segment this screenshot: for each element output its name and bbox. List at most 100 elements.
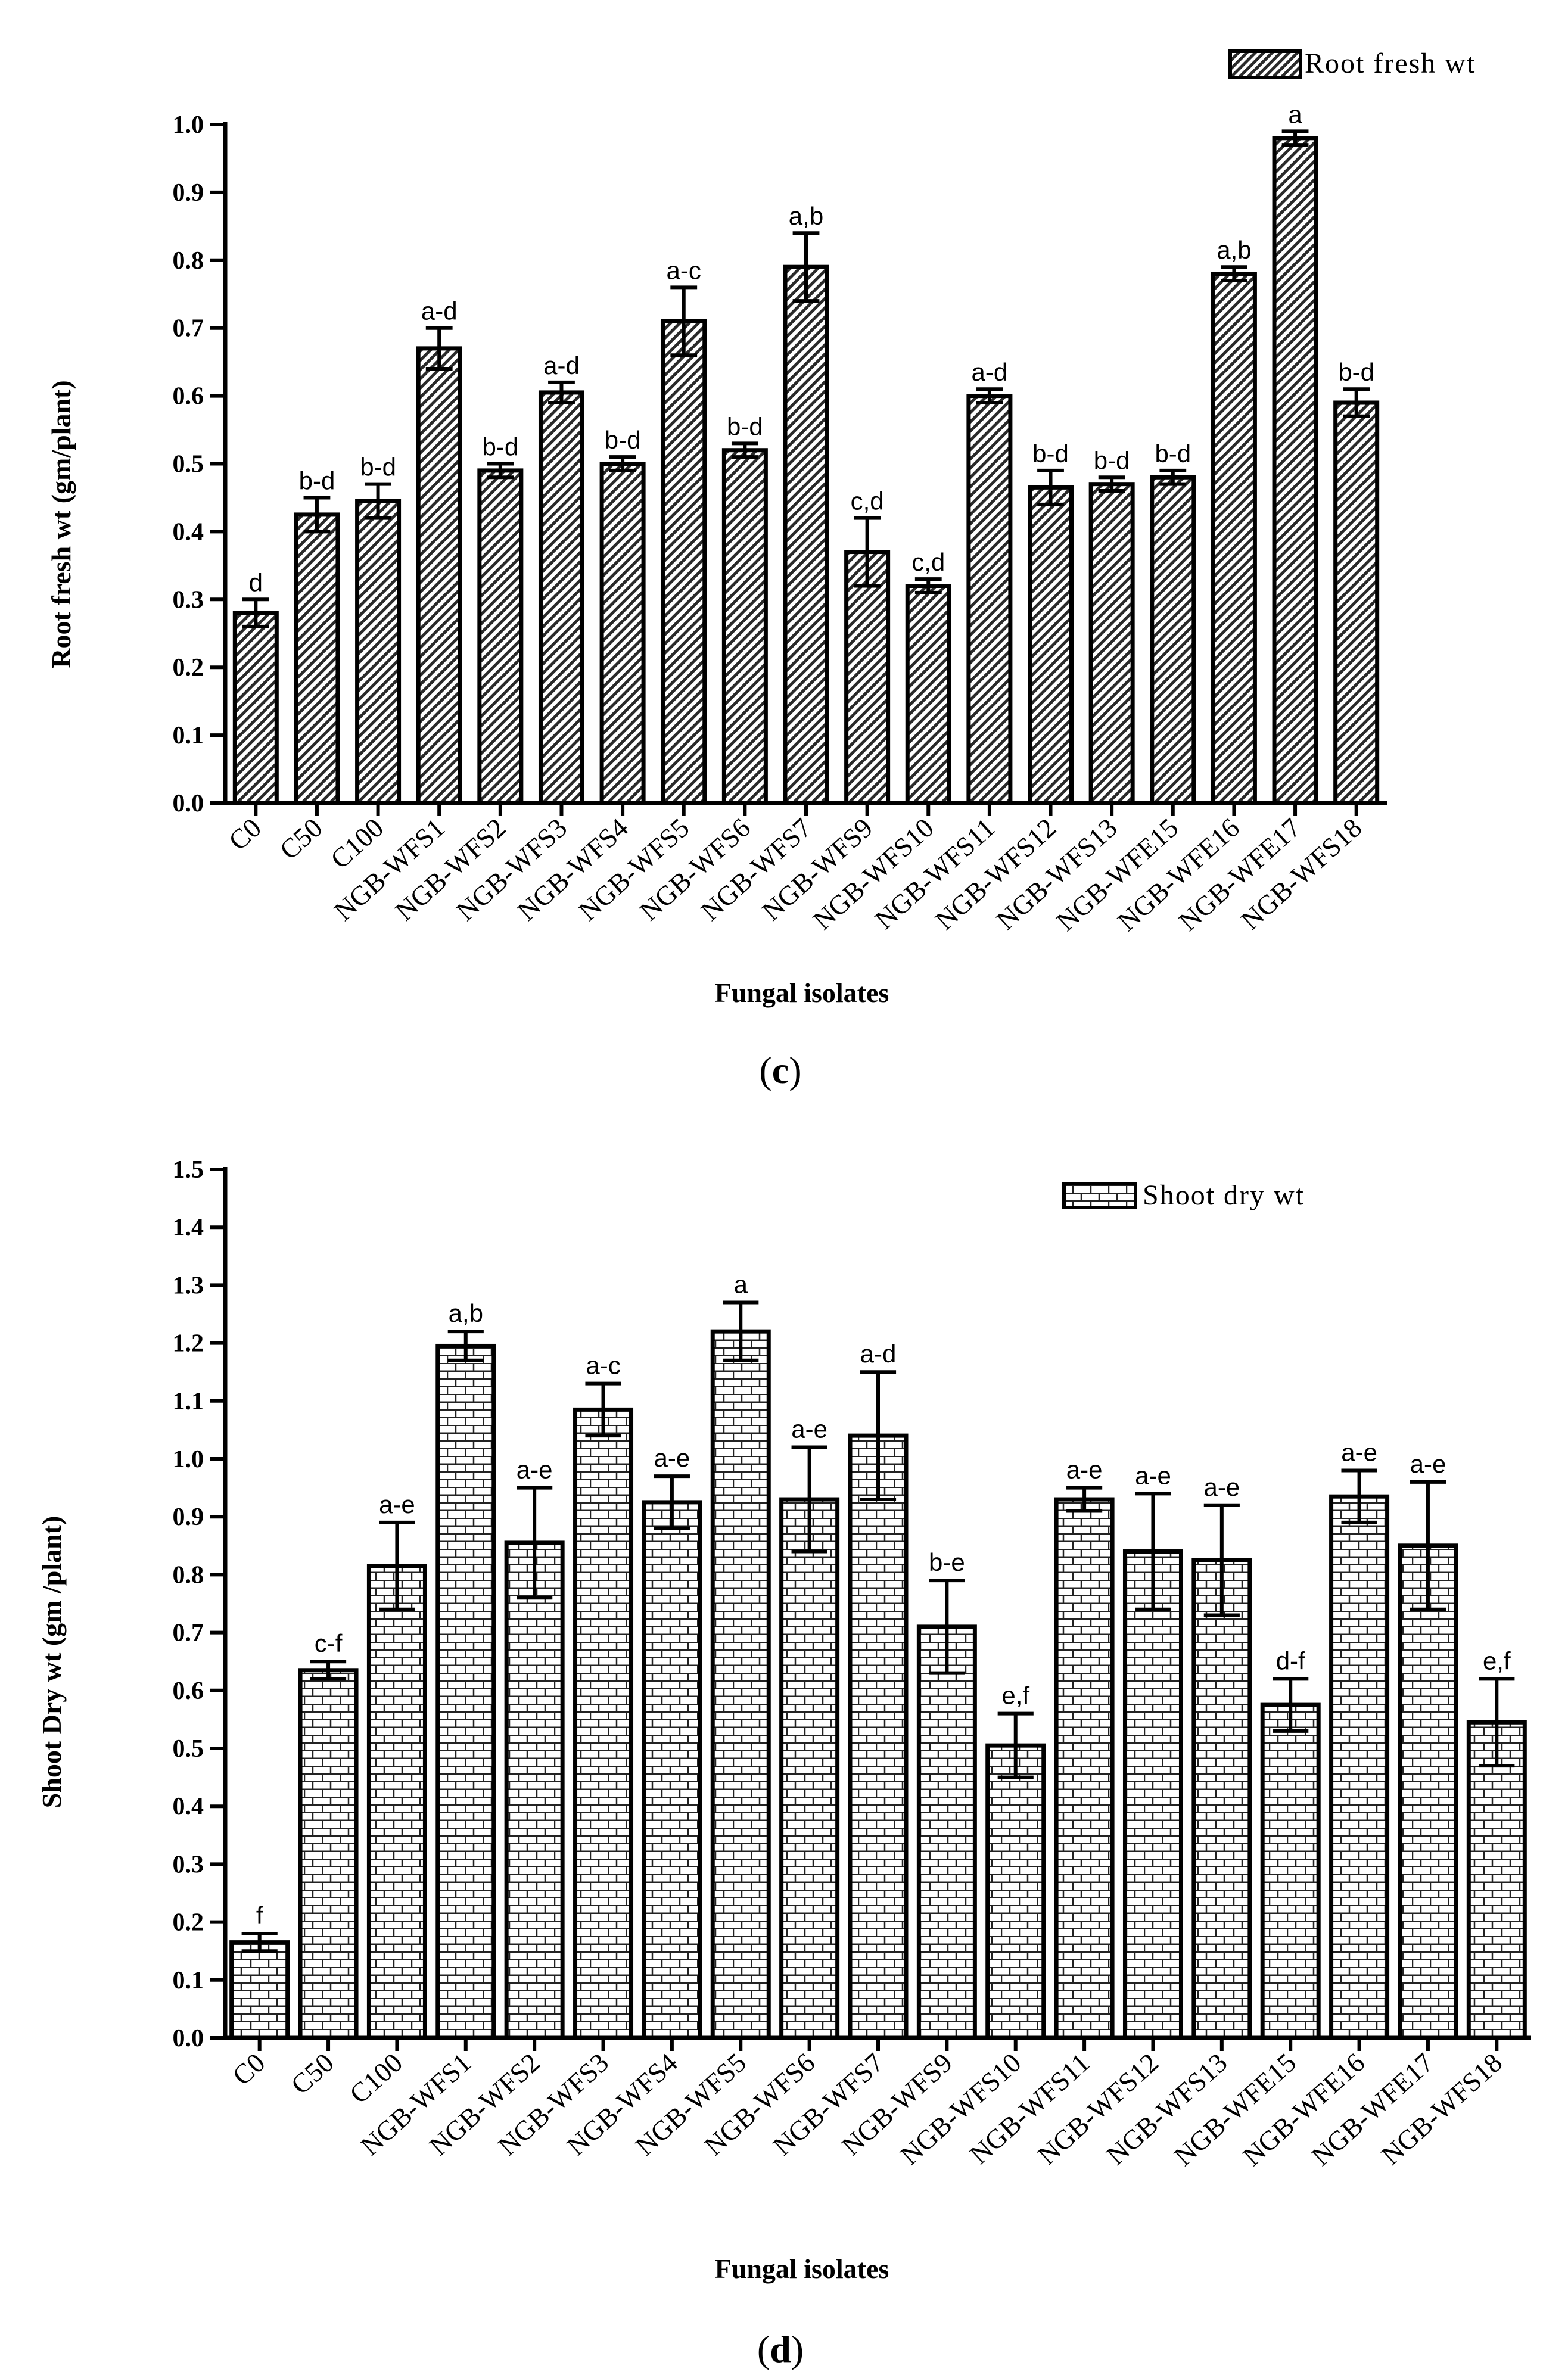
bar [1272,136,1318,805]
y-tick-label: 1.1 [173,1388,204,1415]
y-tick-label: 0.9 [173,179,204,207]
bar [1211,272,1257,805]
legend-label: Root fresh wt [1305,48,1476,79]
y-tick-label: 0.9 [173,1504,204,1531]
x-tick-label: C50 [285,2047,340,2100]
significance-label: e,f [1001,1682,1029,1710]
bar [538,390,584,805]
bar [916,1624,977,2040]
y-tick-label: 0.8 [173,247,204,275]
legend: Shoot dry wt [1062,1179,1305,1211]
error-bar [1066,1486,1103,1513]
bar [966,394,1013,805]
significance-label: d [249,568,263,596]
significance-label: b-d [727,412,763,440]
error-bar [242,597,269,628]
y-tick-label: 0.6 [173,1677,204,1705]
significance-label: b-e [929,1548,965,1576]
significance-label: a-c [586,1352,620,1380]
y-tick-label: 1.0 [173,1446,204,1473]
significance-label: b-d [1338,358,1374,386]
bar [905,584,951,805]
y-tick-label: 1.3 [173,1272,204,1299]
y-tick-label: 0.5 [173,1735,204,1763]
error-bar [670,285,698,357]
y-tick-label: 0.1 [173,722,204,749]
bar [355,499,402,805]
legend: Root fresh wt [1228,48,1476,79]
significance-label: d-f [1276,1646,1305,1674]
x-axis-title: Fungal isolates [715,2254,889,2284]
legend-swatch [1062,1182,1137,1209]
significance-label: b-d [360,453,396,481]
error-bar [1098,475,1125,493]
error-bar [1341,1468,1377,1524]
significance-label: a-d [860,1340,897,1368]
error-bar [731,441,758,459]
bar [366,1564,427,2040]
error-bar [585,1381,621,1438]
error-bar [310,1660,347,1681]
bar [1150,475,1196,805]
bar [783,264,829,805]
bar [642,1500,702,2040]
bar [1466,1720,1527,2040]
bar [1333,400,1380,805]
significance-label: a-e [1341,1438,1377,1466]
significance-label: b-d [1032,440,1069,468]
bar [416,346,462,805]
bar [721,448,768,805]
x-tick-label: C50 [274,813,328,866]
bar [661,319,707,805]
y-tick-label: 0.5 [173,451,204,478]
error-bar [976,387,1003,404]
error-bar [854,516,881,588]
bar [477,468,524,805]
error-bar [929,1579,965,1675]
error-bar [609,455,636,472]
error-bar [1159,468,1187,486]
error-bar [548,380,575,404]
significance-label: a,b [1217,236,1251,264]
y-tick-label: 1.4 [173,1214,204,1241]
error-bar [517,1486,553,1600]
error-bar [379,1520,415,1611]
significance-label: a-e [1410,1450,1446,1478]
x-tick-label: C0 [223,813,267,857]
bar [1054,1497,1115,2040]
error-bar [303,496,331,534]
panel-label-c: (c) [759,1049,801,1091]
significance-label: e,f [1483,1646,1511,1674]
error-bar [792,231,820,303]
error-bar [1135,1492,1171,1611]
error-bar [1479,1677,1515,1768]
error-bar [1221,265,1247,282]
significance-label: a-d [972,358,1008,386]
significance-label: a-e [379,1490,415,1518]
legend-label: Shoot dry wt [1143,1179,1305,1211]
error-bar [860,1370,897,1502]
error-bar [447,1330,484,1362]
significance-label: a-e [1066,1456,1103,1484]
y-tick-label: 1.0 [173,111,204,139]
error-bar [1343,387,1370,418]
error-bar [1037,468,1064,506]
bar [1398,1543,1458,2040]
bar [435,1343,496,2040]
significance-label: c,d [851,487,884,515]
significance-label: a-e [517,1456,553,1484]
error-bar [425,326,453,371]
y-tick-label: 0.7 [173,1620,204,1647]
x-tick-label: C0 [226,2047,270,2091]
error-bar [1273,1677,1309,1733]
bar [1191,1558,1252,2040]
bar [298,1668,359,2040]
y-tick-label: 1.5 [173,1156,204,1184]
error-bar [997,1711,1034,1779]
y-tick-label: 0.4 [173,1793,204,1820]
significance-label: a-e [1203,1473,1240,1501]
significance-label: b-d [605,426,641,454]
bar [504,1540,565,2040]
significance-label: b-d [1094,446,1130,474]
bar [1329,1494,1390,2040]
